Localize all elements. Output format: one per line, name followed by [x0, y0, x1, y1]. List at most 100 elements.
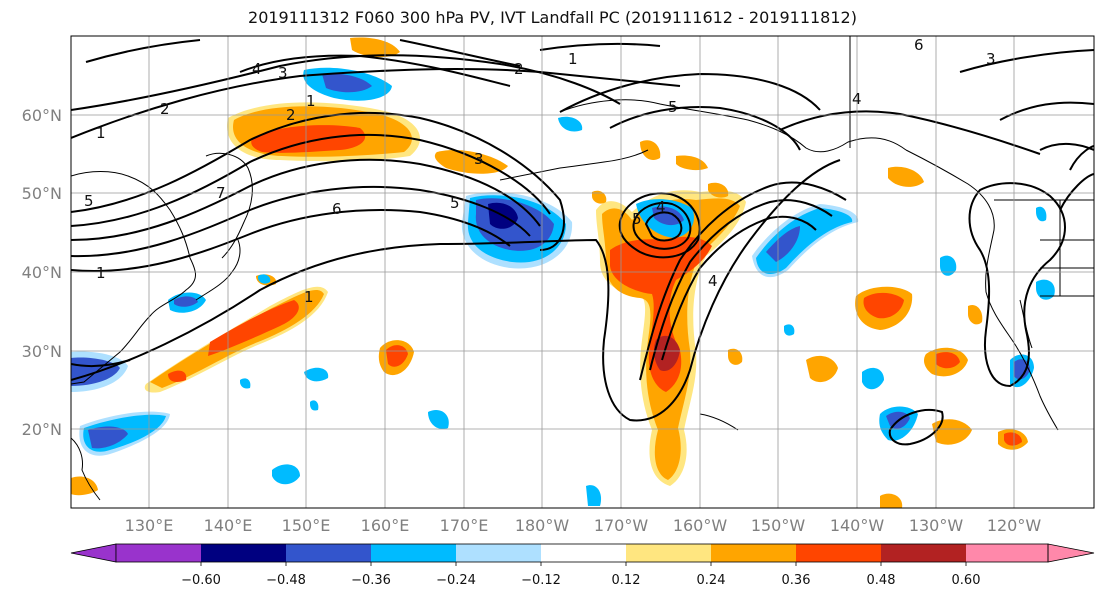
contour-jet-1	[71, 111, 565, 251]
colorbar-bin-11	[966, 544, 1048, 562]
contour-1-north	[71, 68, 681, 139]
shade-blob-east2-red	[936, 352, 960, 369]
shade-blob-mid-orange2	[728, 348, 743, 365]
colorbar-label-4: −0.24	[436, 573, 476, 588]
lon-label-180w: 180°W	[515, 516, 570, 535]
colorbar-label-10: 0.60	[952, 573, 981, 588]
colorbar-label-8: 0.36	[782, 573, 811, 588]
map-title: 2019111312 F060 300 hPa PV, IVT Landfall…	[248, 8, 857, 27]
shade-top-orange-2	[640, 140, 661, 161]
lat-label-50n: 50°N	[22, 184, 62, 203]
shade-blob-bottom-orange	[880, 493, 903, 508]
contour-label-7: 7	[216, 184, 226, 202]
shade-blob-mid-orange	[806, 355, 838, 383]
shade-phil-blue-inner	[88, 426, 128, 449]
contour-label-1d: 1	[568, 50, 578, 68]
contour-label-4b: 4	[708, 272, 718, 290]
shade-blue-small-2	[304, 367, 329, 382]
contour-3-north	[239, 54, 511, 87]
shade-blob-ne-orange2	[968, 304, 983, 325]
graticule	[71, 36, 1094, 508]
contour-nw-3	[539, 42, 661, 51]
lon-label-160e: 160°E	[361, 516, 410, 535]
shade-wpac-red2	[168, 370, 187, 382]
contour-sw-loop	[888, 409, 944, 446]
shade-blue-east-band-blue	[766, 226, 800, 262]
lon-label-170w: 170°W	[594, 516, 649, 535]
shade-sea-of-japan-blue-inner	[174, 296, 198, 307]
contour-cutoff-1	[618, 192, 701, 259]
shade-blue-ne-small2	[1036, 279, 1055, 300]
contour-cutoff-3	[644, 211, 683, 242]
colorbar: −0.60 −0.48 −0.36 −0.24 −0.12 0.12 0.24 …	[70, 543, 1095, 588]
contour-label-3b: 3	[474, 150, 484, 168]
shade-blob-sw-orange	[932, 419, 972, 445]
contour-label-4d: 4	[656, 198, 666, 216]
lon-label-150w: 150°W	[751, 516, 806, 535]
contour-label-5b: 5	[450, 194, 460, 212]
lon-label-140w: 140°W	[830, 516, 885, 535]
shade-okhotsk-red	[251, 125, 366, 153]
contour-jet-3	[71, 158, 541, 241]
lon-label-120w: 120°W	[987, 516, 1042, 535]
shade-blue-small-60n	[558, 116, 583, 132]
lat-label-30n: 30°N	[22, 342, 62, 361]
shade-blue-tiny-4	[258, 274, 271, 284]
contour-label-1e: 1	[306, 92, 316, 110]
latitude-labels: 60°N 50°N 40°N 30°N 20°N	[22, 106, 62, 439]
contour-cutoff-2	[632, 202, 692, 250]
shade-central-red	[610, 236, 712, 392]
contour-trough-c	[661, 215, 817, 361]
lat-label-40n: 40°N	[22, 263, 62, 282]
lon-label-130e: 130°E	[125, 516, 174, 535]
colorbar-bin-10	[881, 544, 966, 562]
colorbar-label-6: 0.12	[612, 573, 641, 588]
contour-label-5: 5	[84, 192, 94, 210]
coast-aleutians	[499, 149, 649, 181]
contour-e-coast-4	[959, 49, 1094, 73]
shade-blob-orange-small3	[592, 190, 607, 204]
shaded-field	[71, 37, 1055, 508]
shade-central-blue-inner	[652, 206, 684, 226]
colorbar-label-2: −0.48	[266, 573, 306, 588]
shade-bering-orange	[434, 149, 508, 174]
contour-label-3: 3	[278, 64, 288, 82]
lon-label-150e: 150°E	[282, 516, 331, 535]
shade-blob-ne-orange	[888, 166, 924, 187]
shade-blue-small-4	[586, 485, 602, 506]
shade-blue-ne-small	[940, 255, 957, 276]
contour-nw-1	[85, 39, 201, 63]
lat-label-20n: 20°N	[22, 420, 62, 439]
lat-label-60n: 60°N	[22, 106, 62, 125]
contour-label-4: 4	[252, 60, 262, 78]
colorbar-bin-4	[371, 544, 456, 562]
contour-jet-4	[71, 185, 531, 258]
coastlines	[71, 36, 1094, 501]
contour-jet-5	[71, 209, 511, 272]
contour-jet-2	[71, 133, 551, 227]
colorbar-label-1: −0.60	[181, 573, 221, 588]
lon-label-130w: 130°W	[909, 516, 964, 535]
shade-blob-east-red	[863, 292, 904, 319]
shade-top-orange	[350, 37, 400, 58]
coast-kamchatka	[205, 152, 253, 259]
longitude-labels: 130°E 140°E 150°E 160°E 170°E 180°W 170°…	[125, 516, 1042, 535]
contour-label-2: 2	[160, 100, 170, 118]
colorbar-label-9: 0.48	[867, 573, 896, 588]
colorbar-label-3: −0.36	[351, 573, 391, 588]
contour-1-south	[71, 159, 841, 422]
coast-philippines	[71, 437, 101, 501]
contour-label-5c: 5	[668, 98, 678, 116]
contour-label-1b: 1	[304, 288, 314, 306]
map-panel: 1 2 3 4 5 6 7 1 1 2 4 5 3 4 5 3 6 1 2 1 …	[71, 36, 1094, 508]
colorbar-bin-6	[541, 544, 626, 562]
contour-label-2c: 2	[286, 106, 296, 124]
colorbar-ticks	[200, 562, 967, 566]
lon-label-140e: 140°E	[204, 516, 253, 535]
colorbar-frame	[115, 543, 1049, 563]
coast-alaska	[559, 99, 907, 153]
shade-blue-tiny-2	[310, 400, 319, 411]
contour-label-5d: 5	[632, 210, 642, 228]
colorbar-bin-9	[796, 544, 881, 562]
